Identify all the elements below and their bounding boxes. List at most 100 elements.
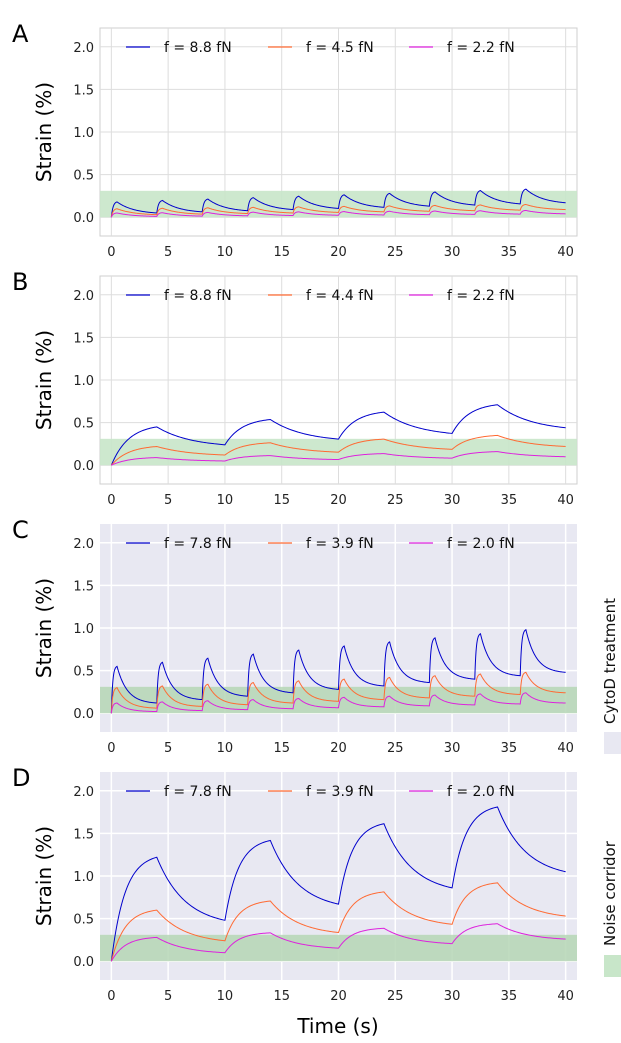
y-tick-label: 1.5 (73, 827, 94, 842)
x-tick-label: 25 (387, 493, 404, 508)
x-tick-label: 5 (164, 493, 172, 508)
y-tick-label: 0.0 (73, 459, 94, 474)
y-axis-label: Strain (%) (32, 826, 56, 926)
y-axis-label: Strain (%) (32, 330, 56, 430)
y-tick-label: 1.0 (73, 374, 94, 389)
series-line (110, 923, 566, 962)
series-line (110, 628, 566, 714)
x-tick-label: 25 (387, 245, 404, 260)
panel-d: 0 5 10 15 20 25 30 35 40 0.0 0.5 1.0 1.5 2.0 Strain (%… (12, 764, 577, 1004)
x-tick-label: 15 (273, 741, 290, 756)
legend-label: f = 2.0 fN (447, 784, 515, 800)
legend-label: f = 3.9 fN (306, 784, 374, 800)
series-line (110, 434, 566, 466)
x-tick-label: 20 (330, 493, 347, 508)
side-legend: CytoD treatment Noise corridor (601, 598, 621, 977)
x-tick-label: 20 (330, 741, 347, 756)
series-line (111, 451, 566, 466)
x-tick-label: 5 (164, 245, 172, 260)
panel-label: B (12, 268, 28, 296)
cytod-legend-swatch (604, 732, 621, 754)
y-tick-label: 2.0 (73, 537, 94, 552)
x-tick-label: 35 (501, 245, 518, 260)
x-tick-label: 40 (557, 741, 574, 756)
series-line (110, 203, 566, 218)
x-tick-label: 20 (330, 989, 347, 1004)
panel-label: C (12, 516, 29, 544)
y-tick-label: 1.0 (73, 126, 94, 141)
y-tick-label: 2.0 (73, 41, 94, 56)
x-tick-label: 15 (273, 989, 290, 1004)
x-tick-label: 10 (217, 493, 234, 508)
x-tick-label: 5 (164, 741, 172, 756)
x-tick-label: 15 (273, 245, 290, 260)
y-tick-label: 1.0 (73, 870, 94, 885)
x-tick-label: 10 (217, 741, 234, 756)
y-tick-label: 1.5 (73, 579, 94, 594)
y-tick-label: 0.5 (73, 169, 94, 184)
legend-label: f = 4.5 fN (306, 40, 374, 56)
x-tick-label: 25 (387, 989, 404, 1004)
x-tick-label: 0 (107, 493, 115, 508)
y-tick-label: 0.0 (73, 955, 94, 970)
y-axis-label: Strain (%) (32, 82, 56, 182)
noise-legend-swatch (604, 955, 621, 977)
y-tick-label: 2.0 (73, 289, 94, 304)
legend-label: f = 7.8 fN (164, 536, 232, 552)
y-tick-label: 1.0 (73, 622, 94, 637)
panel-b: 0 5 10 15 20 25 30 35 40 0.0 0.5 1.0 1.5 2.0 Strain (%… (12, 268, 578, 508)
series-line (110, 882, 566, 962)
x-tick-label: 25 (387, 741, 404, 756)
y-tick-label: 2.0 (73, 785, 94, 800)
x-tick-label: 40 (557, 493, 574, 508)
x-tick-label: 40 (557, 989, 574, 1004)
panel-c: 0 5 10 15 20 25 30 35 40 0.0 0.5 1.0 1.5 2.0 Strain (%… (12, 516, 577, 756)
legend-label: f = 8.8 fN (164, 40, 232, 56)
legend-label: f = 7.8 fN (164, 784, 232, 800)
y-tick-label: 0.0 (73, 707, 94, 722)
series-line (110, 404, 566, 466)
series-line (110, 692, 566, 714)
panel-label: A (12, 20, 29, 48)
y-axis-label: Strain (%) (32, 578, 56, 678)
legend-label: f = 2.2 fN (447, 288, 515, 304)
y-tick-label: 1.5 (73, 331, 94, 346)
x-tick-label: 10 (217, 245, 234, 260)
series-line (110, 806, 566, 962)
x-axis-label: Time (s) (296, 1014, 378, 1038)
panel-label: D (12, 764, 30, 792)
x-tick-label: 35 (501, 493, 518, 508)
legend-label: f = 2.2 fN (447, 40, 515, 56)
series-line (110, 209, 566, 218)
y-tick-label: 0.5 (73, 417, 94, 432)
legend-label: f = 2.0 fN (447, 536, 515, 552)
x-tick-label: 5 (164, 989, 172, 1004)
x-tick-label: 15 (273, 493, 290, 508)
x-tick-label: 35 (501, 741, 518, 756)
panel-a: 0 5 10 15 20 25 30 35 40 0.0 0.5 1.0 1.5 2.0 Strain (%… (12, 20, 578, 260)
x-tick-label: 30 (444, 989, 461, 1004)
x-tick-label: 30 (444, 245, 461, 260)
x-tick-label: 10 (217, 989, 234, 1004)
x-tick-label: 20 (330, 245, 347, 260)
panels: 0 5 10 15 20 25 30 35 40 0.0 0.5 1.0 1.5 2.0 Strain (%… (12, 20, 578, 1004)
series-line (110, 671, 566, 714)
x-tick-label: 0 (107, 989, 115, 1004)
y-tick-label: 0.5 (73, 665, 94, 680)
x-tick-label: 35 (501, 989, 518, 1004)
x-tick-label: 40 (557, 245, 574, 260)
x-tick-label: 30 (444, 493, 461, 508)
legend-label: f = 3.9 fN (306, 536, 374, 552)
y-tick-label: 1.5 (73, 83, 94, 98)
series-line (110, 188, 566, 218)
x-tick-label: 0 (107, 245, 115, 260)
legend-label: f = 4.4 fN (306, 288, 374, 304)
y-tick-label: 0.0 (73, 211, 94, 226)
y-tick-label: 0.5 (73, 913, 94, 928)
legend-label: f = 8.8 fN (164, 288, 232, 304)
x-tick-label: 0 (107, 741, 115, 756)
x-tick-label: 30 (444, 741, 461, 756)
cytod-legend-label: CytoD treatment (601, 598, 619, 724)
noise-legend-label: Noise corridor (601, 840, 619, 946)
